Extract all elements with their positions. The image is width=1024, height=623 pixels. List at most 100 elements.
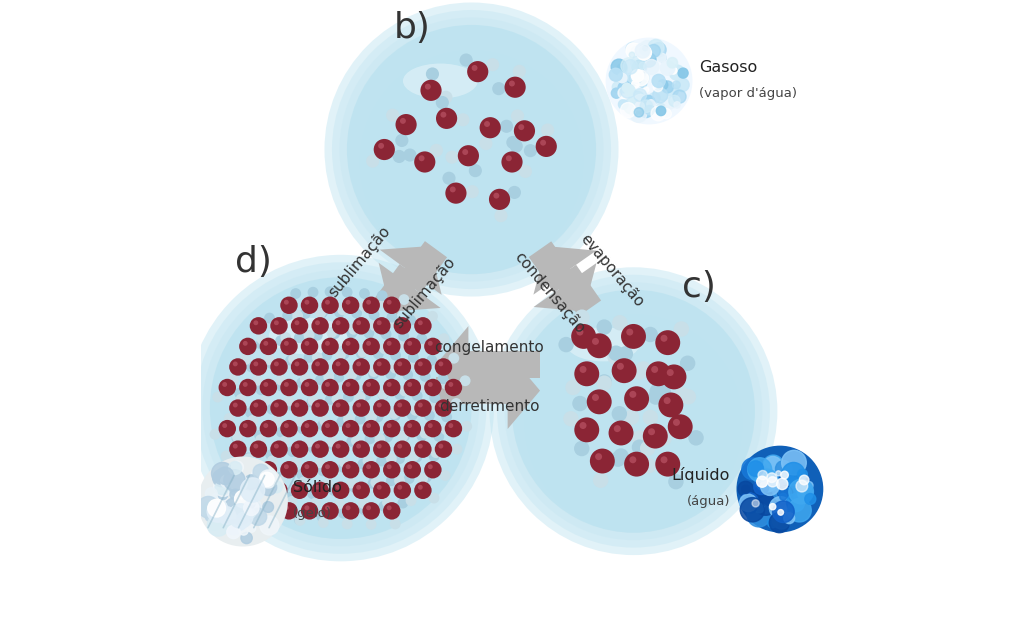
Circle shape (430, 356, 440, 367)
Circle shape (655, 385, 671, 400)
Circle shape (382, 497, 393, 508)
Circle shape (226, 520, 242, 535)
Circle shape (424, 338, 441, 355)
Circle shape (658, 110, 666, 117)
Circle shape (442, 172, 456, 185)
Circle shape (394, 475, 404, 486)
Circle shape (612, 82, 623, 92)
Circle shape (617, 74, 627, 83)
Circle shape (291, 358, 308, 376)
Circle shape (627, 328, 633, 336)
Circle shape (608, 421, 634, 445)
Circle shape (678, 68, 688, 78)
Circle shape (311, 399, 329, 417)
Circle shape (365, 434, 376, 444)
Circle shape (403, 473, 415, 484)
Polygon shape (468, 351, 540, 378)
Circle shape (295, 416, 306, 427)
Circle shape (362, 297, 380, 314)
Circle shape (632, 430, 647, 445)
Circle shape (227, 525, 241, 539)
Circle shape (494, 193, 500, 199)
Circle shape (418, 402, 423, 407)
Circle shape (613, 425, 621, 432)
Circle shape (805, 482, 813, 489)
Circle shape (317, 465, 329, 477)
Circle shape (667, 57, 678, 68)
Circle shape (327, 437, 338, 447)
Circle shape (335, 350, 346, 361)
Circle shape (206, 488, 217, 500)
Circle shape (636, 361, 651, 377)
Circle shape (329, 485, 339, 496)
Circle shape (651, 107, 666, 121)
Circle shape (296, 378, 307, 388)
Circle shape (414, 399, 432, 417)
Circle shape (634, 88, 646, 102)
Circle shape (429, 493, 439, 503)
Circle shape (616, 363, 624, 370)
Circle shape (297, 423, 308, 434)
Circle shape (414, 317, 432, 335)
Circle shape (216, 467, 233, 485)
Circle shape (355, 348, 367, 359)
Circle shape (337, 305, 348, 315)
Circle shape (397, 498, 409, 508)
Circle shape (253, 444, 258, 449)
Circle shape (397, 431, 409, 442)
Circle shape (336, 361, 341, 366)
Circle shape (652, 88, 668, 103)
Circle shape (629, 97, 635, 102)
Circle shape (574, 417, 599, 442)
Circle shape (660, 335, 668, 342)
Text: Sólido: Sólido (293, 480, 342, 495)
Circle shape (618, 100, 628, 109)
Circle shape (270, 358, 288, 376)
Circle shape (392, 150, 406, 163)
Circle shape (275, 335, 286, 346)
Circle shape (244, 475, 259, 490)
Circle shape (332, 358, 349, 376)
Circle shape (418, 320, 423, 325)
Polygon shape (436, 377, 508, 404)
Circle shape (218, 490, 227, 500)
Circle shape (673, 90, 686, 103)
Circle shape (609, 69, 623, 81)
Circle shape (417, 430, 427, 441)
Circle shape (776, 478, 787, 490)
Circle shape (276, 381, 288, 392)
Text: b): b) (394, 11, 431, 45)
Circle shape (303, 437, 313, 447)
Circle shape (295, 361, 299, 366)
Circle shape (220, 479, 233, 492)
Circle shape (243, 341, 248, 346)
Circle shape (347, 25, 596, 274)
Circle shape (628, 74, 639, 85)
Circle shape (673, 419, 680, 426)
Circle shape (315, 402, 319, 407)
Circle shape (641, 95, 655, 109)
Circle shape (593, 472, 608, 488)
Circle shape (399, 340, 411, 351)
Circle shape (315, 485, 319, 490)
Circle shape (338, 508, 349, 518)
Circle shape (274, 475, 286, 485)
Circle shape (643, 55, 651, 63)
Circle shape (565, 380, 581, 395)
Text: c): c) (682, 270, 716, 303)
Circle shape (336, 402, 341, 407)
Circle shape (780, 493, 786, 500)
Circle shape (229, 440, 247, 458)
Circle shape (514, 120, 536, 141)
Circle shape (617, 72, 628, 83)
Circle shape (421, 80, 441, 101)
Circle shape (611, 406, 627, 422)
Circle shape (210, 492, 228, 511)
Circle shape (304, 382, 309, 387)
Circle shape (284, 382, 289, 387)
Circle shape (291, 399, 308, 417)
Circle shape (639, 71, 645, 78)
Circle shape (597, 374, 612, 390)
Circle shape (263, 341, 268, 346)
Circle shape (231, 433, 243, 444)
